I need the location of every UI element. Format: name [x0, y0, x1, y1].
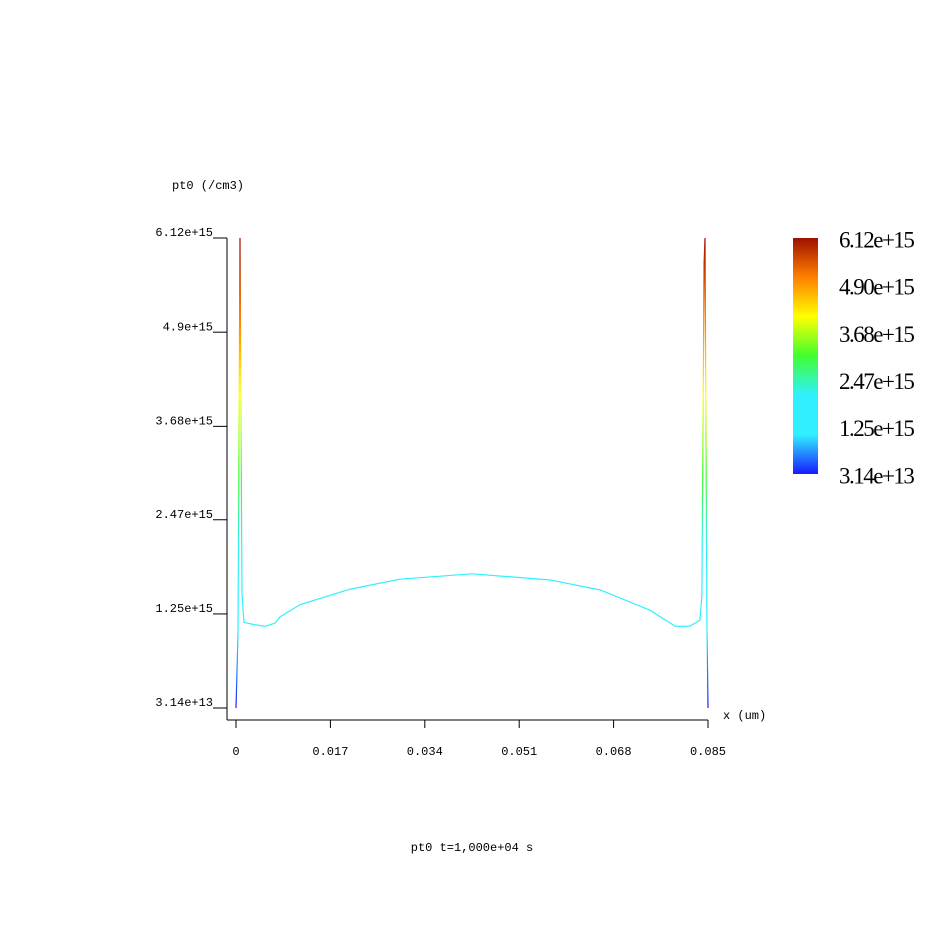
x-tick-label: 0.017	[312, 745, 348, 759]
y-tick-label: 4.9e+15	[163, 320, 213, 334]
x-axis-label: x (um)	[723, 709, 766, 723]
colorbar-label: 3.14e+13	[839, 463, 914, 488]
x-tick-label: 0	[232, 745, 239, 759]
x-tick-label: 0.034	[407, 745, 443, 759]
y-tick-label: 6.12e+15	[155, 226, 213, 240]
colorbar-label: 2.47e+15	[839, 369, 914, 394]
colorbar-label: 6.12e+15	[839, 227, 914, 252]
data-line	[235, 237, 709, 709]
colorbar-label: 4.90e+15	[839, 275, 914, 300]
colorbar-label: 1.25e+15	[839, 416, 914, 441]
colorbar	[793, 238, 818, 474]
y-axis-label: pt0 (/cm3)	[172, 179, 244, 193]
x-tick-label: 0.068	[596, 745, 632, 759]
x-tick-label: 0.051	[501, 745, 537, 759]
x-tick-label: 0.085	[690, 745, 726, 759]
y-tick-label: 3.14e+13	[155, 696, 213, 710]
y-tick-label: 1.25e+15	[155, 602, 213, 616]
chart-title: pt0 t=1,000e+04 s	[411, 841, 533, 855]
y-tick-label: 3.68e+15	[155, 415, 213, 429]
y-tick-label: 2.47e+15	[155, 508, 213, 522]
colorbar-label: 3.68e+15	[839, 322, 914, 347]
